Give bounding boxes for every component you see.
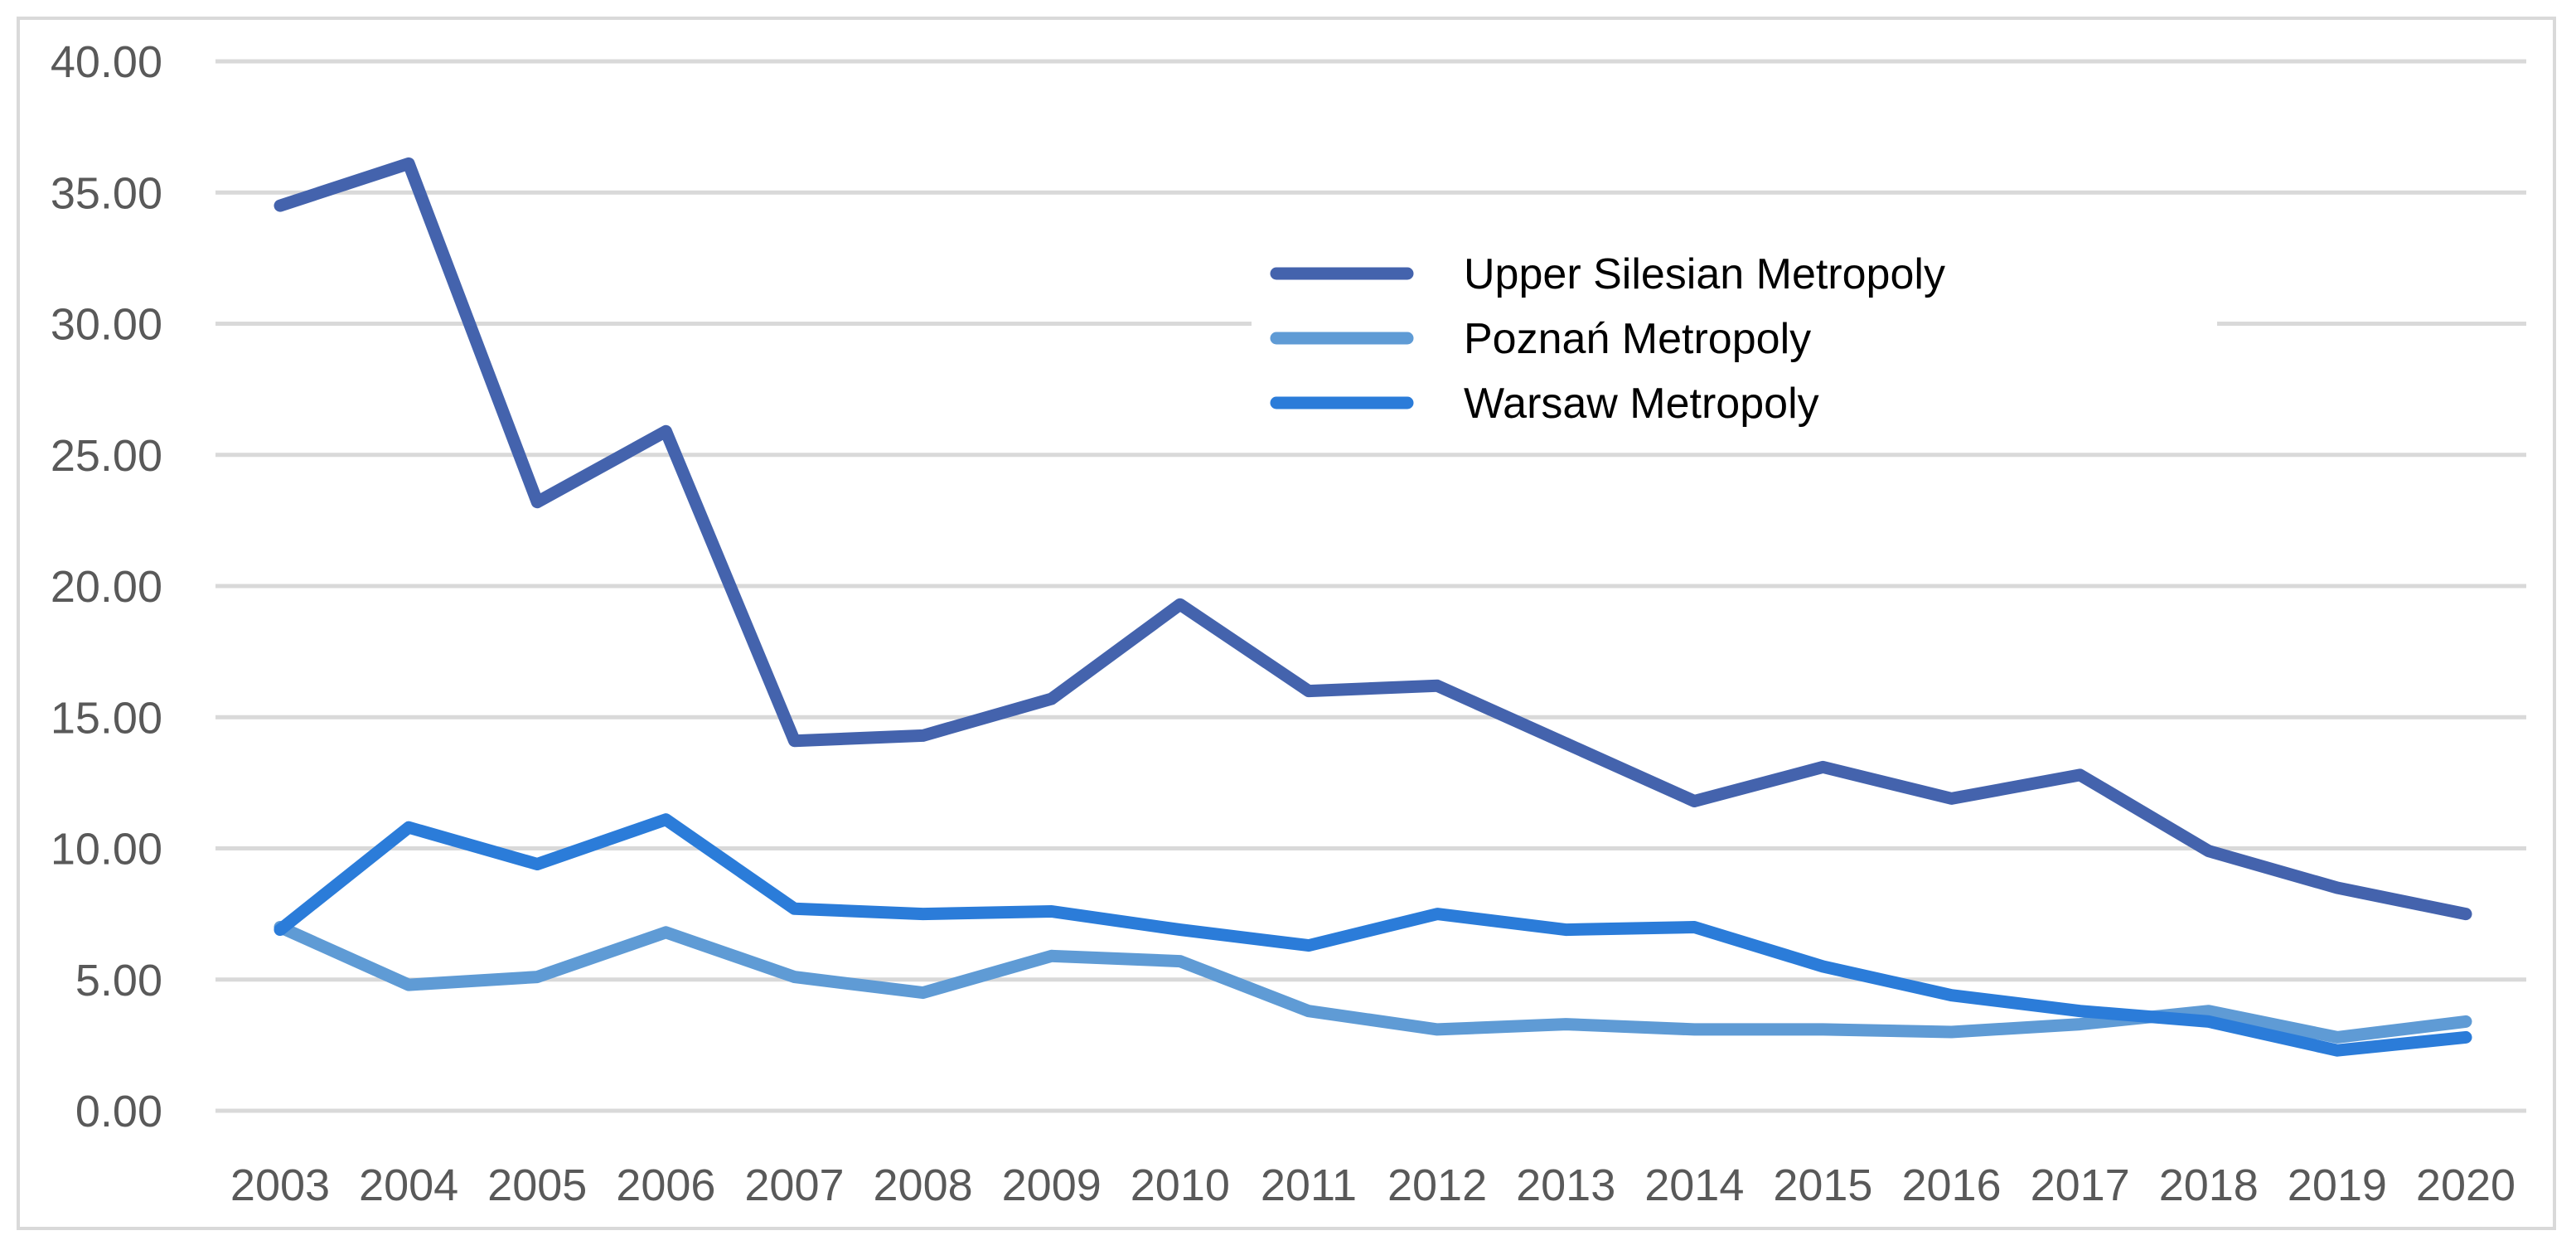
x-axis-tick-labels: 2003 2004 2005 2006 2007 2008 2009 2010 2011 2012…: [230, 1160, 2515, 1210]
x-tick-label: 2011: [1261, 1160, 1357, 1210]
y-tick-label: 5.00: [75, 956, 162, 1005]
y-tick-label: 10.00: [51, 825, 162, 875]
x-tick-label: 2006: [616, 1160, 715, 1210]
y-axis-tick-labels: 0.00 5.00 10.00 15.00 20.00 25.00 30.00 35.00 40…: [51, 37, 162, 1136]
x-tick-label: 2010: [1131, 1160, 1230, 1210]
x-tick-label: 2015: [1773, 1160, 1872, 1210]
legend-label-warsaw-metropoly: Warsaw Metropoly: [1464, 380, 1819, 428]
x-tick-label: 2012: [1387, 1160, 1487, 1210]
legend: Upper Silesian Metropoly Poznań Metropoly…: [1252, 224, 2217, 428]
x-tick-label: 2003: [230, 1160, 330, 1210]
y-tick-label: 20.00: [51, 562, 162, 612]
y-tick-label: 0.00: [75, 1087, 162, 1136]
legend-label-poznan-metropoly: Poznań Metropoly: [1464, 315, 1811, 363]
x-tick-label: 2017: [2031, 1160, 2130, 1210]
legend-label-upper-silesian-metropoly: Upper Silesian Metropoly: [1464, 250, 1945, 298]
y-tick-label: 35.00: [51, 168, 162, 218]
y-tick-label: 40.00: [51, 37, 162, 87]
x-tick-label: 2004: [359, 1160, 458, 1210]
x-tick-label: 2018: [2159, 1160, 2259, 1210]
x-tick-label: 2013: [1516, 1160, 1615, 1210]
x-tick-label: 2008: [874, 1160, 973, 1210]
series-line-upper-silesian-metropoly: [274, 157, 2472, 921]
x-tick-label: 2016: [1901, 1160, 2001, 1210]
x-tick-label: 2020: [2416, 1160, 2515, 1210]
y-tick-label: 25.00: [51, 431, 162, 481]
y-tick-label: 30.00: [51, 300, 162, 350]
y-tick-label: 15.00: [51, 693, 162, 743]
x-tick-label: 2005: [487, 1160, 587, 1210]
gridlines: [215, 59, 2526, 1113]
x-tick-label: 2019: [2288, 1160, 2387, 1210]
x-tick-label: 2014: [1644, 1160, 1744, 1210]
chart-frame: [17, 17, 2556, 1230]
series-line-warsaw-metropoly: [274, 813, 2472, 1057]
x-tick-label: 2009: [1002, 1160, 1102, 1210]
legend-background: [1252, 224, 2217, 416]
x-tick-label: 2007: [744, 1160, 844, 1210]
series-lines: [274, 157, 2472, 1057]
series-line-poznan-metropoly: [274, 921, 2472, 1044]
